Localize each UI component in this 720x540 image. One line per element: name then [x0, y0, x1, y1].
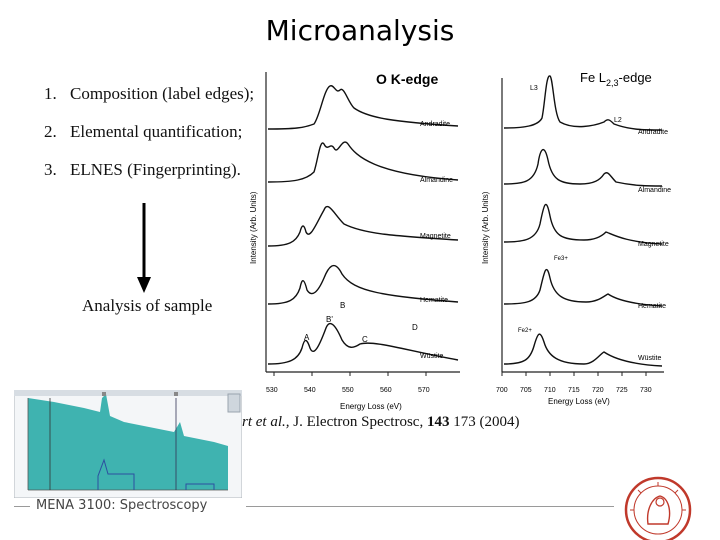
- peak-label: A: [304, 333, 310, 342]
- footer-rule: [246, 506, 614, 507]
- left-spectrum-wustite: [267, 322, 459, 365]
- list-text: ELNES (Fingerprinting).: [70, 160, 241, 179]
- left-spectrum-almandine: [267, 141, 459, 183]
- left-spectrum-hematite: [267, 264, 459, 305]
- list-item: 1. Composition (label edges);: [44, 84, 254, 122]
- right-spectrum-almandine: [503, 148, 663, 187]
- slide-title: Microanalysis: [265, 14, 455, 47]
- right-series-label: Almandine: [638, 187, 671, 194]
- citation: rt et al., J. Electron Spectrosc, 143 17…: [242, 414, 520, 430]
- left-spectrum-andradite: [267, 85, 459, 130]
- peak-label: C: [362, 335, 368, 344]
- list-item: 2. Elemental quantification;: [44, 122, 254, 160]
- left-tick-label: 540: [304, 387, 316, 394]
- list-item: 3. ELNES (Fingerprinting).: [44, 160, 254, 198]
- eels-spectra-figure: O K-edge Intensity (Arb. Units) Energy L…: [249, 70, 671, 411]
- analysis-label: Analysis of sample: [82, 296, 213, 315]
- left-series-label: Andradite: [420, 121, 450, 128]
- left-y-label: Intensity (Arb. Units): [249, 191, 258, 264]
- left-tick-label: 570: [418, 387, 430, 394]
- peak-label: B: [340, 301, 345, 310]
- list-number: 2.: [44, 122, 57, 141]
- list-text: Composition (label edges);: [70, 84, 255, 103]
- spectrum-screenshot-inset: [14, 390, 242, 498]
- left-series-label: Hematite: [420, 297, 448, 304]
- left-tick-label: 550: [342, 387, 354, 394]
- edge-label: L2: [614, 117, 622, 124]
- right-spectrum-andradite: [503, 75, 663, 131]
- spectrum-fill: [28, 394, 228, 490]
- list-text: Elemental quantification;: [70, 122, 243, 141]
- left-x-label: Energy Loss (eV): [340, 402, 402, 411]
- left-series-label: Magnetite: [420, 233, 451, 240]
- left-tick-label: 560: [380, 387, 392, 394]
- right-series-label: Magnetite: [638, 241, 669, 248]
- left-series-label: Almandine: [420, 177, 453, 184]
- footer-text: MENA 3100: Spectroscopy: [34, 498, 210, 513]
- analysis-list: 1. Composition (label edges); 2. Elemental…: [44, 84, 254, 198]
- right-series-label: Wüstite: [638, 355, 661, 362]
- peak-label: D: [412, 323, 418, 332]
- right-tick-label: 715: [568, 387, 580, 394]
- right-tick-label: 705: [520, 387, 532, 394]
- right-spectrum-wustite: [503, 333, 663, 367]
- list-number: 3.: [44, 160, 57, 179]
- left-tick-label: 530: [266, 387, 278, 394]
- university-seal-logo: [624, 476, 692, 540]
- right-x-label: Energy Loss (eV): [548, 397, 610, 406]
- right-spectrum-hematite: [503, 268, 663, 307]
- edge-label: L3: [530, 85, 538, 92]
- left-chart-title: O K-edge: [376, 71, 438, 87]
- right-tick-label: 710: [544, 387, 556, 394]
- down-arrow-icon: [137, 203, 151, 293]
- right-tick-label: 725: [616, 387, 628, 394]
- right-spectrum-magnetite: [503, 203, 663, 245]
- right-chart-title: Fe L2,3-edge: [580, 70, 652, 88]
- right-series-label: Hematite: [638, 303, 666, 310]
- footer-rule: [14, 506, 30, 507]
- right-tick-label: 700: [496, 387, 508, 394]
- edge-label: Fe2+: [518, 328, 532, 334]
- peak-label: B': [326, 315, 333, 324]
- right-tick-label: 720: [592, 387, 604, 394]
- left-series-label: Wüstite: [420, 353, 443, 360]
- right-y-label: Intensity (Arb. Units): [481, 191, 490, 264]
- left-spectrum-magnetite: [267, 205, 459, 247]
- edge-label: Fe3+: [554, 256, 568, 262]
- list-number: 1.: [44, 84, 57, 103]
- right-tick-label: 730: [640, 387, 652, 394]
- right-series-label: Andradite: [638, 129, 668, 136]
